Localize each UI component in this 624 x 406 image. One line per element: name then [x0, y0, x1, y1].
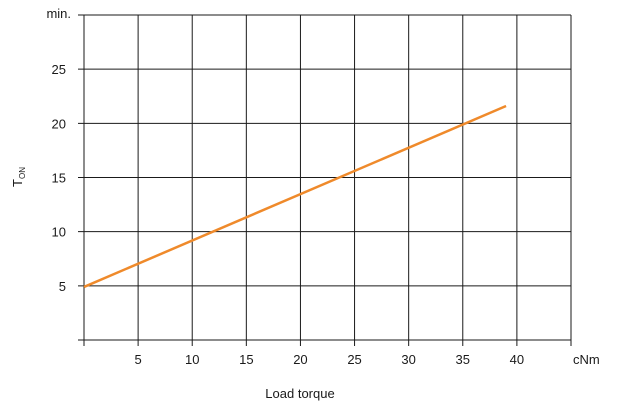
series	[83, 104, 507, 289]
x-tick-label-40: 40	[510, 352, 524, 367]
y-tick-label-15: 15	[52, 171, 66, 186]
x-unit-label: cNm	[573, 352, 600, 367]
x-axis-label: Load torque	[265, 386, 334, 401]
y-axis-label-group: TON	[10, 167, 27, 187]
y-axis-label: TON	[10, 167, 27, 187]
y-tick-label-10: 10	[52, 225, 66, 240]
series-line-0	[83, 104, 507, 289]
y-unit-label: min.	[46, 6, 71, 21]
x-tick-label-15: 15	[239, 352, 253, 367]
y-axis-label-main: T	[10, 179, 25, 187]
grid	[78, 15, 571, 346]
x-tick-label-30: 30	[401, 352, 415, 367]
x-tick-label-25: 25	[347, 352, 361, 367]
y-tick-label-20: 20	[52, 116, 66, 131]
x-tick-label-10: 10	[185, 352, 199, 367]
tick-labels: 5 10 15 20 25 30 35 40 5 10 15 20 25	[52, 62, 525, 367]
y-tick-label-25: 25	[52, 62, 66, 77]
x-tick-label-5: 5	[134, 352, 141, 367]
x-tick-label-35: 35	[456, 352, 470, 367]
y-axis-label-subscript: ON	[18, 167, 27, 179]
x-tick-label-20: 20	[293, 352, 307, 367]
plot-frame	[78, 14, 572, 346]
y-tick-label-5: 5	[59, 279, 66, 294]
